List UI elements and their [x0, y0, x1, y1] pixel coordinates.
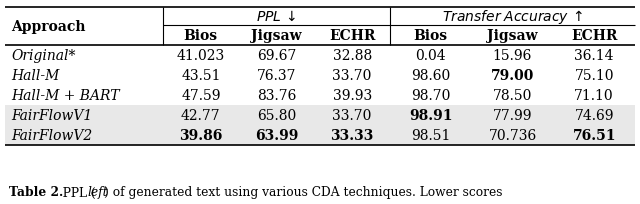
Text: 39.93: 39.93 [333, 89, 372, 102]
Text: 41.023: 41.023 [177, 49, 225, 63]
Text: FairFlowV2: FairFlowV2 [11, 128, 92, 142]
Text: 65.80: 65.80 [257, 109, 296, 122]
Text: 39.86: 39.86 [179, 128, 223, 142]
Text: 33.70: 33.70 [332, 69, 372, 83]
Text: 47.59: 47.59 [181, 89, 221, 102]
Text: FairFlowV1: FairFlowV1 [11, 109, 92, 122]
Text: 43.51: 43.51 [181, 69, 221, 83]
Text: 32.88: 32.88 [333, 49, 372, 63]
Text: 71.10: 71.10 [574, 89, 614, 102]
Text: 78.50: 78.50 [493, 89, 532, 102]
Text: 70.736: 70.736 [488, 128, 536, 142]
Text: Hall-M: Hall-M [11, 69, 60, 83]
Text: $Transfer\;Accuracy\,\uparrow$: $Transfer\;Accuracy\,\uparrow$ [442, 8, 583, 26]
Text: 15.96: 15.96 [493, 49, 532, 63]
Text: 75.10: 75.10 [575, 69, 614, 83]
Text: 33.70: 33.70 [332, 109, 372, 122]
Text: 98.91: 98.91 [409, 109, 452, 122]
Text: 74.69: 74.69 [575, 109, 614, 122]
Text: Jigsaw: Jigsaw [251, 29, 302, 43]
Text: Approach: Approach [11, 20, 86, 34]
Text: 83.76: 83.76 [257, 89, 296, 102]
Text: left: left [87, 186, 108, 198]
Text: Bios: Bios [184, 29, 218, 43]
Text: 33.33: 33.33 [330, 128, 374, 142]
Bar [5, 125, 635, 145]
Text: 76.37: 76.37 [257, 69, 296, 83]
Text: $PPL\,\downarrow$: $PPL\,\downarrow$ [257, 10, 296, 24]
Text: 77.99: 77.99 [493, 109, 532, 122]
Text: 42.77: 42.77 [181, 109, 221, 122]
Text: 36.14: 36.14 [575, 49, 614, 63]
Text: 98.70: 98.70 [411, 89, 451, 102]
Text: 79.00: 79.00 [491, 69, 534, 83]
Text: Jigsaw: Jigsaw [487, 29, 538, 43]
Text: Hall-M + BART: Hall-M + BART [11, 89, 120, 102]
Text: 0.04: 0.04 [415, 49, 446, 63]
Text: Table 2.: Table 2. [9, 186, 63, 198]
Text: Original*: Original* [11, 49, 76, 63]
Text: 98.51: 98.51 [411, 128, 451, 142]
Text: ) of generated text using various CDA techniques. Lower scores: ) of generated text using various CDA te… [104, 186, 502, 198]
Text: 76.51: 76.51 [572, 128, 616, 142]
Text: 69.67: 69.67 [257, 49, 296, 63]
Text: 63.99: 63.99 [255, 128, 298, 142]
Text: ECHR: ECHR [571, 29, 618, 43]
Text: ECHR: ECHR [329, 29, 375, 43]
Bar [5, 105, 635, 125]
Text: 98.60: 98.60 [412, 69, 451, 83]
Text: PPL (: PPL ( [55, 186, 96, 198]
Text: Bios: Bios [414, 29, 448, 43]
